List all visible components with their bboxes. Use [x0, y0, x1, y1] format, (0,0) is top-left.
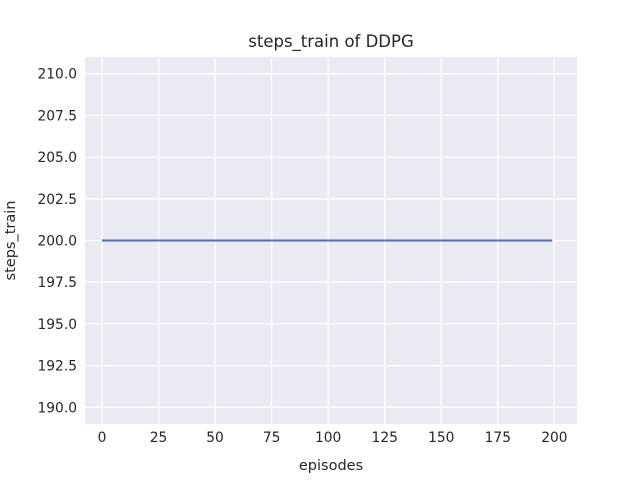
x-axis-label: episodes	[299, 458, 363, 474]
x-tick-label: 25	[150, 430, 168, 446]
y-tick-labels: 190.0 192.5 195.0 197.5 200.0 202.5 205.0 207.5…	[38, 67, 78, 417]
x-tick-label: 75	[263, 430, 281, 446]
y-tick-label: 200.0	[38, 234, 78, 250]
y-tick-label: 192.5	[38, 359, 78, 375]
y-tick-label: 195.0	[38, 317, 78, 333]
y-tick-label: 205.0	[38, 150, 78, 166]
y-tick-label: 197.5	[38, 275, 78, 291]
y-tick-label: 190.0	[38, 400, 78, 416]
x-tick-labels: 0 25 50 75 100 125 150 175 200	[98, 430, 568, 446]
y-tick-label: 202.5	[38, 192, 78, 208]
x-tick-label: 125	[372, 430, 398, 446]
x-tick-label: 175	[485, 430, 511, 446]
y-axis-label: steps_train	[3, 201, 19, 281]
x-tick-label: 50	[206, 430, 224, 446]
chart-title: steps_train of DDPG	[248, 32, 413, 52]
y-tick-label: 207.5	[38, 108, 78, 124]
x-tick-label: 100	[315, 430, 341, 446]
y-tick-label: 210.0	[38, 67, 78, 83]
x-tick-label: 150	[428, 430, 454, 446]
x-tick-label: 200	[541, 430, 567, 446]
x-tick-label: 0	[98, 430, 107, 446]
